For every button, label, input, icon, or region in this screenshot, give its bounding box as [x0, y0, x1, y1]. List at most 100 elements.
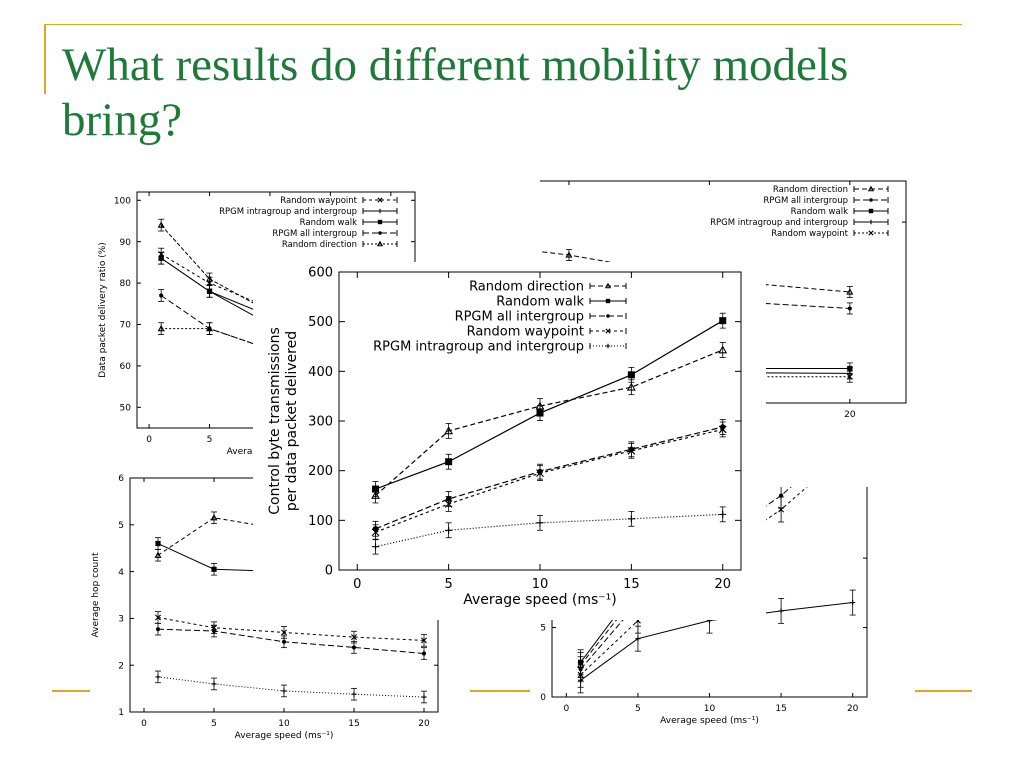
- series-rpgm-intragroup-and-intergroup-point: [445, 526, 453, 534]
- x-tick-label: 0: [353, 577, 361, 592]
- title-top-rule: [44, 24, 962, 25]
- series-random-walk-point: [206, 288, 213, 294]
- chart-svg: 0 100 200 300 400 500 600 0 5 10 15 20 Average speed…: [267, 266, 742, 608]
- legend-sample-marker: [868, 230, 874, 236]
- x-tick-label: 15: [775, 704, 786, 714]
- series-rpgm-intragroup-and-intergroup-point: [635, 636, 641, 642]
- series-rpgm-all-intergroup-point: [159, 293, 164, 298]
- series-random-waypoint-point: [421, 651, 427, 656]
- series-rpgm-intragroup-and-intergroup-point: [155, 674, 161, 680]
- legend-label: Random waypoint: [467, 325, 584, 340]
- legend-sample-marker: [867, 185, 875, 192]
- legend-sample-marker: [606, 314, 610, 318]
- x-tick-label: 10: [278, 719, 290, 729]
- series-random-waypoint-point: [211, 628, 217, 634]
- series-random-direction-point: [371, 490, 380, 499]
- series-random-direction-point: [444, 426, 454, 435]
- bottom-rule-middle: [470, 690, 560, 692]
- series-rpgm-intragroup-and-intergroup-point: [351, 691, 357, 697]
- legend-label: Random walk: [496, 295, 584, 310]
- series-rpgm-intragroup-and-intergroup-point: [211, 681, 217, 687]
- series-series-point: [205, 275, 214, 282]
- x-axis-label: Average speed (ms⁻¹): [660, 716, 759, 726]
- legend-sample-marker: [376, 240, 384, 247]
- legend-label: Random direction: [469, 280, 584, 295]
- series-group: [371, 312, 728, 555]
- x-tick-label: 15: [623, 577, 640, 592]
- y-tick-label: 200: [308, 464, 333, 479]
- series-random-walk-point: [536, 409, 544, 417]
- legend-label: Random walk: [300, 218, 357, 228]
- legend-label: Random waypoint: [280, 196, 357, 206]
- chart-control-bytes: 0 100 200 300 400 500 600 0 5 10 15 20 Average speed…: [253, 262, 766, 620]
- legend-label: Random waypoint: [771, 229, 848, 239]
- x-tick-label: 0: [141, 719, 147, 729]
- series-rpgm-all-intergroup-point: [421, 637, 427, 644]
- series-random-waypoint-point: [846, 373, 853, 380]
- y-tick-label: 3: [118, 615, 124, 625]
- series-random-walk-point: [445, 458, 453, 466]
- legend-sample-marker: [605, 343, 611, 349]
- legend-sample-marker: [605, 328, 611, 334]
- legend-sample-marker: [868, 219, 874, 225]
- series-random-direction-point: [205, 324, 214, 332]
- series-rpgm-all-intergroup-point: [281, 629, 287, 636]
- y-tick-label: 6: [118, 474, 124, 484]
- y-tick-label: 100: [114, 196, 131, 206]
- legend-sample-marker: [377, 208, 383, 214]
- series-random-waypoint-point: [371, 528, 380, 537]
- x-axis-label: Average speed (ms⁻¹): [463, 592, 617, 608]
- legend-label: RPGM all intergroup: [455, 310, 584, 325]
- series-random-walk-point: [719, 317, 727, 325]
- series-random-waypoint-point: [351, 645, 357, 650]
- x-tick-label: 0: [146, 435, 152, 445]
- title-side-rule: [44, 24, 46, 94]
- slide-title: What results do different mobility model…: [62, 39, 849, 146]
- legend-sample-marker: [869, 198, 873, 202]
- y-axis-label: Data packet delivery ratio (%): [98, 242, 108, 378]
- y-tick-label: 2: [118, 661, 124, 671]
- legend-label: RPGM all intergroup: [272, 229, 357, 239]
- y-tick-label: 1: [118, 708, 124, 718]
- series-random-waypoint-point: [778, 506, 785, 513]
- legend-sample-marker: [377, 197, 383, 203]
- series-random-waypoint-point: [536, 469, 544, 478]
- series-rpgm-all-intergroup-point: [155, 614, 161, 621]
- y-tick-label: 60: [120, 362, 132, 372]
- x-tick-label: 15: [348, 719, 359, 729]
- series-random-walk-point: [211, 566, 217, 572]
- x-tick-label: 10: [704, 704, 716, 714]
- legend-label: Random direction: [773, 185, 848, 195]
- series-rpgm-intragroup-and-intergroup-point: [372, 543, 380, 551]
- legend-sample-marker: [605, 298, 611, 304]
- y-tick-label: 80: [120, 279, 132, 289]
- x-tick-label: 20: [714, 577, 731, 592]
- series-random-direction-point: [846, 288, 854, 295]
- y-tick-label: 5: [540, 624, 546, 634]
- series-random-waypoint-point: [281, 639, 287, 644]
- x-tick-label: 0: [563, 704, 569, 714]
- series-rpgm-intragroup-and-intergroup-point: [536, 519, 544, 527]
- y-axis-label: Control byte transmissionsper data packe…: [267, 327, 300, 515]
- series-rpgm-intragroup-and-intergroup-point: [850, 599, 856, 606]
- series-rpgm-intragroup-and-intergroup-point: [719, 510, 727, 518]
- series-rpgm-intragroup-and-intergroup-point: [778, 608, 784, 614]
- series-rpgm-all-intergroup-point: [351, 634, 357, 641]
- y-tick-label: 500: [308, 315, 333, 330]
- x-axis-label: Average speed (ms⁻¹): [235, 731, 334, 741]
- x-tick-label: 20: [844, 410, 856, 420]
- legend-label: RPGM intragroup and intergroup: [710, 218, 848, 228]
- legend-label: RPGM all intergroup: [763, 196, 848, 206]
- series-rpgm-intragroup-and-intergroup-point: [421, 694, 427, 700]
- series-series-point: [157, 221, 165, 228]
- y-tick-label: 100: [308, 514, 333, 529]
- y-tick-label: 4: [118, 568, 124, 578]
- series-random-waypoint-point: [444, 500, 453, 508]
- series-random-direction-point: [210, 514, 218, 521]
- series-random-walk-point: [372, 485, 380, 493]
- series-random-direction-point: [565, 251, 573, 258]
- series-rpgm-intragroup-and-intergroup-point: [578, 677, 584, 683]
- legend-sample-marker: [377, 219, 383, 225]
